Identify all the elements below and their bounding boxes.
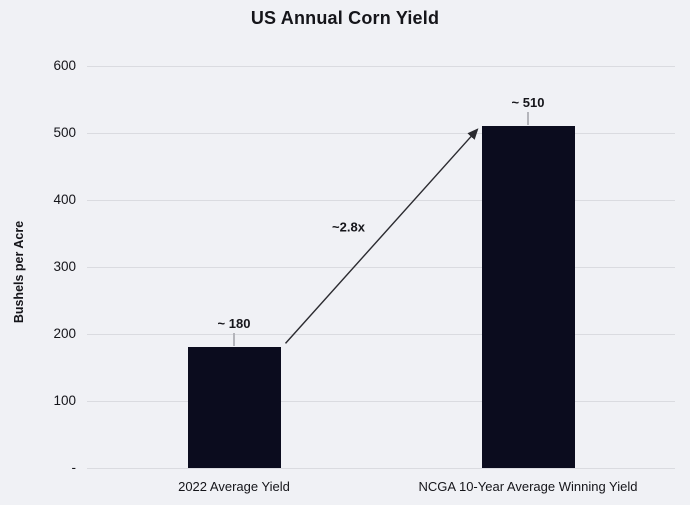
gridline	[87, 65, 675, 67]
gridline	[87, 400, 675, 402]
bar-value-label: ~ 180	[217, 316, 251, 332]
y-tick-label: -	[71, 460, 77, 475]
bar-label-connector	[233, 333, 235, 347]
gridline	[87, 199, 675, 201]
chart-title: US Annual Corn Yield	[250, 8, 440, 28]
y-tick-label: 500	[53, 125, 76, 140]
y-tick-label: 600	[53, 58, 76, 73]
y-tick-label: 300	[53, 259, 76, 274]
gridline	[87, 266, 675, 268]
bar-value-label: ~ 510	[511, 95, 545, 111]
bar	[187, 347, 281, 468]
bar	[481, 126, 575, 468]
x-tick-label: NCGA 10-Year Average Winning Yield	[418, 479, 638, 494]
y-tick-label: 100	[53, 393, 76, 408]
bar-label-connector	[527, 112, 529, 126]
growth-arrow-line	[284, 128, 479, 344]
gridline	[87, 467, 675, 469]
y-tick-label: 400	[53, 192, 76, 207]
x-tick-label: 2022 Average Yield	[178, 479, 290, 494]
y-tick-label: 200	[53, 326, 76, 341]
gridline	[87, 333, 675, 335]
multiplier-label: ~2.8x	[332, 219, 365, 235]
gridline	[87, 132, 675, 134]
